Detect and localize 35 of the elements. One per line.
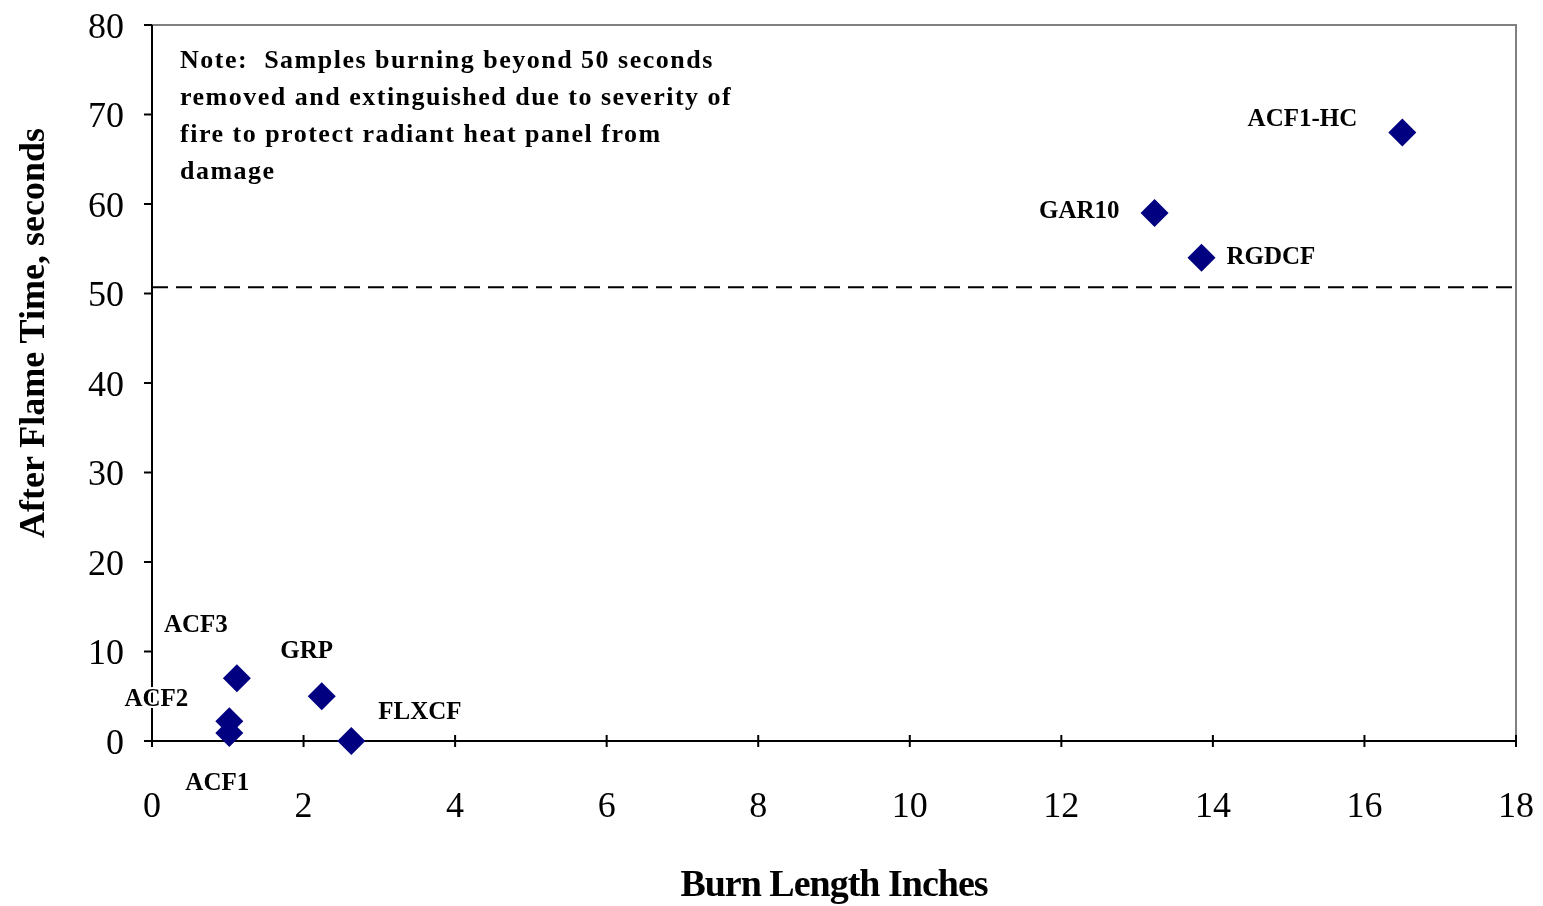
x-tick-label: 8 [749, 785, 768, 825]
annotation: Note: Samples burning beyond 50 seconds removed and extinguished due to severity of fire to protect radiant heat panel from damage [180, 45, 733, 185]
x-tick-label: 12 [1043, 785, 1080, 825]
x-tick-label: 16 [1346, 785, 1383, 825]
y-tick-label: 50 [88, 274, 124, 315]
annotation: FLXCF [378, 697, 462, 724]
y-tick-label: 30 [88, 453, 124, 494]
y-tick-label: 60 [88, 184, 124, 225]
y-tick-label: 0 [106, 721, 124, 762]
x-tick-label: 10 [891, 785, 928, 825]
point [1187, 243, 1216, 272]
x-tick-label: 4 [446, 785, 465, 825]
y-tick-label: 10 [88, 632, 124, 673]
x-tick-label: 0 [143, 785, 161, 825]
x-tick-label: 6 [597, 785, 616, 825]
point [307, 682, 336, 711]
annotation: ACF3 [163, 610, 228, 638]
annotation: ACF1 [185, 767, 250, 795]
annotation: RGDCF [1226, 241, 1316, 269]
y-axis-title: After Flame Time, seconds [12, 128, 52, 538]
y-tick-label: 20 [88, 542, 124, 583]
point [222, 664, 251, 693]
x-tick-label: 18 [1498, 785, 1534, 825]
x-tick-label: 2 [294, 785, 313, 825]
annotation: GAR10 [1038, 195, 1120, 223]
y-tick-label: 70 [88, 95, 124, 136]
y-tick-label: 80 [88, 5, 124, 46]
x-axis-title: Burn Length Inches [680, 862, 988, 904]
point [337, 727, 366, 755]
annotation: ACF1-HC [1247, 104, 1358, 132]
point [1140, 198, 1169, 227]
point [1388, 118, 1417, 147]
annotation: GRP [280, 636, 334, 664]
x-tick-label: 14 [1194, 785, 1231, 825]
y-tick-label: 40 [88, 363, 124, 404]
